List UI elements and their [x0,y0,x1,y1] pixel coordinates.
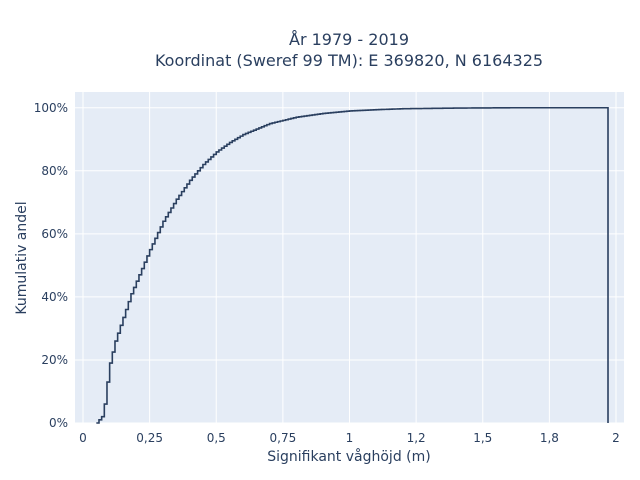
x-tick-label: 0,25 [136,431,163,445]
y-tick-label: 100% [34,101,68,115]
x-axis-title: Signifikant våghöjd (m) [267,448,430,465]
y-tick-label: 0% [49,416,68,430]
x-tick-label: 1,5 [473,431,492,445]
y-tick-label: 20% [41,353,68,367]
x-tick-label: 0,5 [207,431,226,445]
chart-title-line-2: Koordinat (Sweref 99 TM): E 369820, N 61… [155,51,543,70]
y-gridlines [75,107,624,424]
x-tick-label: 1 [346,431,354,445]
x-tick-label: 0 [79,431,87,445]
x-tick-label: 1,2 [407,431,426,445]
x-tick-label: 1,8 [540,431,559,445]
x-tick-label: 0,75 [270,431,297,445]
x-tick-label: 2 [612,431,620,445]
y-tick-label: 40% [41,290,68,304]
y-tick-label: 60% [41,227,68,241]
y-tick-label: 80% [41,164,68,178]
x-gridlines [82,92,617,423]
x-tick-labels: 0 0,25 0,5 0,75 1 1,2 1,5 1,8 2 [79,431,620,445]
chart-title-line-1: År 1979 - 2019 [289,30,409,49]
y-axis-title: Kumulativ andel [14,201,30,314]
y-tick-labels: 0% 20% 40% 60% 80% 100% [34,101,68,430]
cdf-series-line [96,106,609,424]
